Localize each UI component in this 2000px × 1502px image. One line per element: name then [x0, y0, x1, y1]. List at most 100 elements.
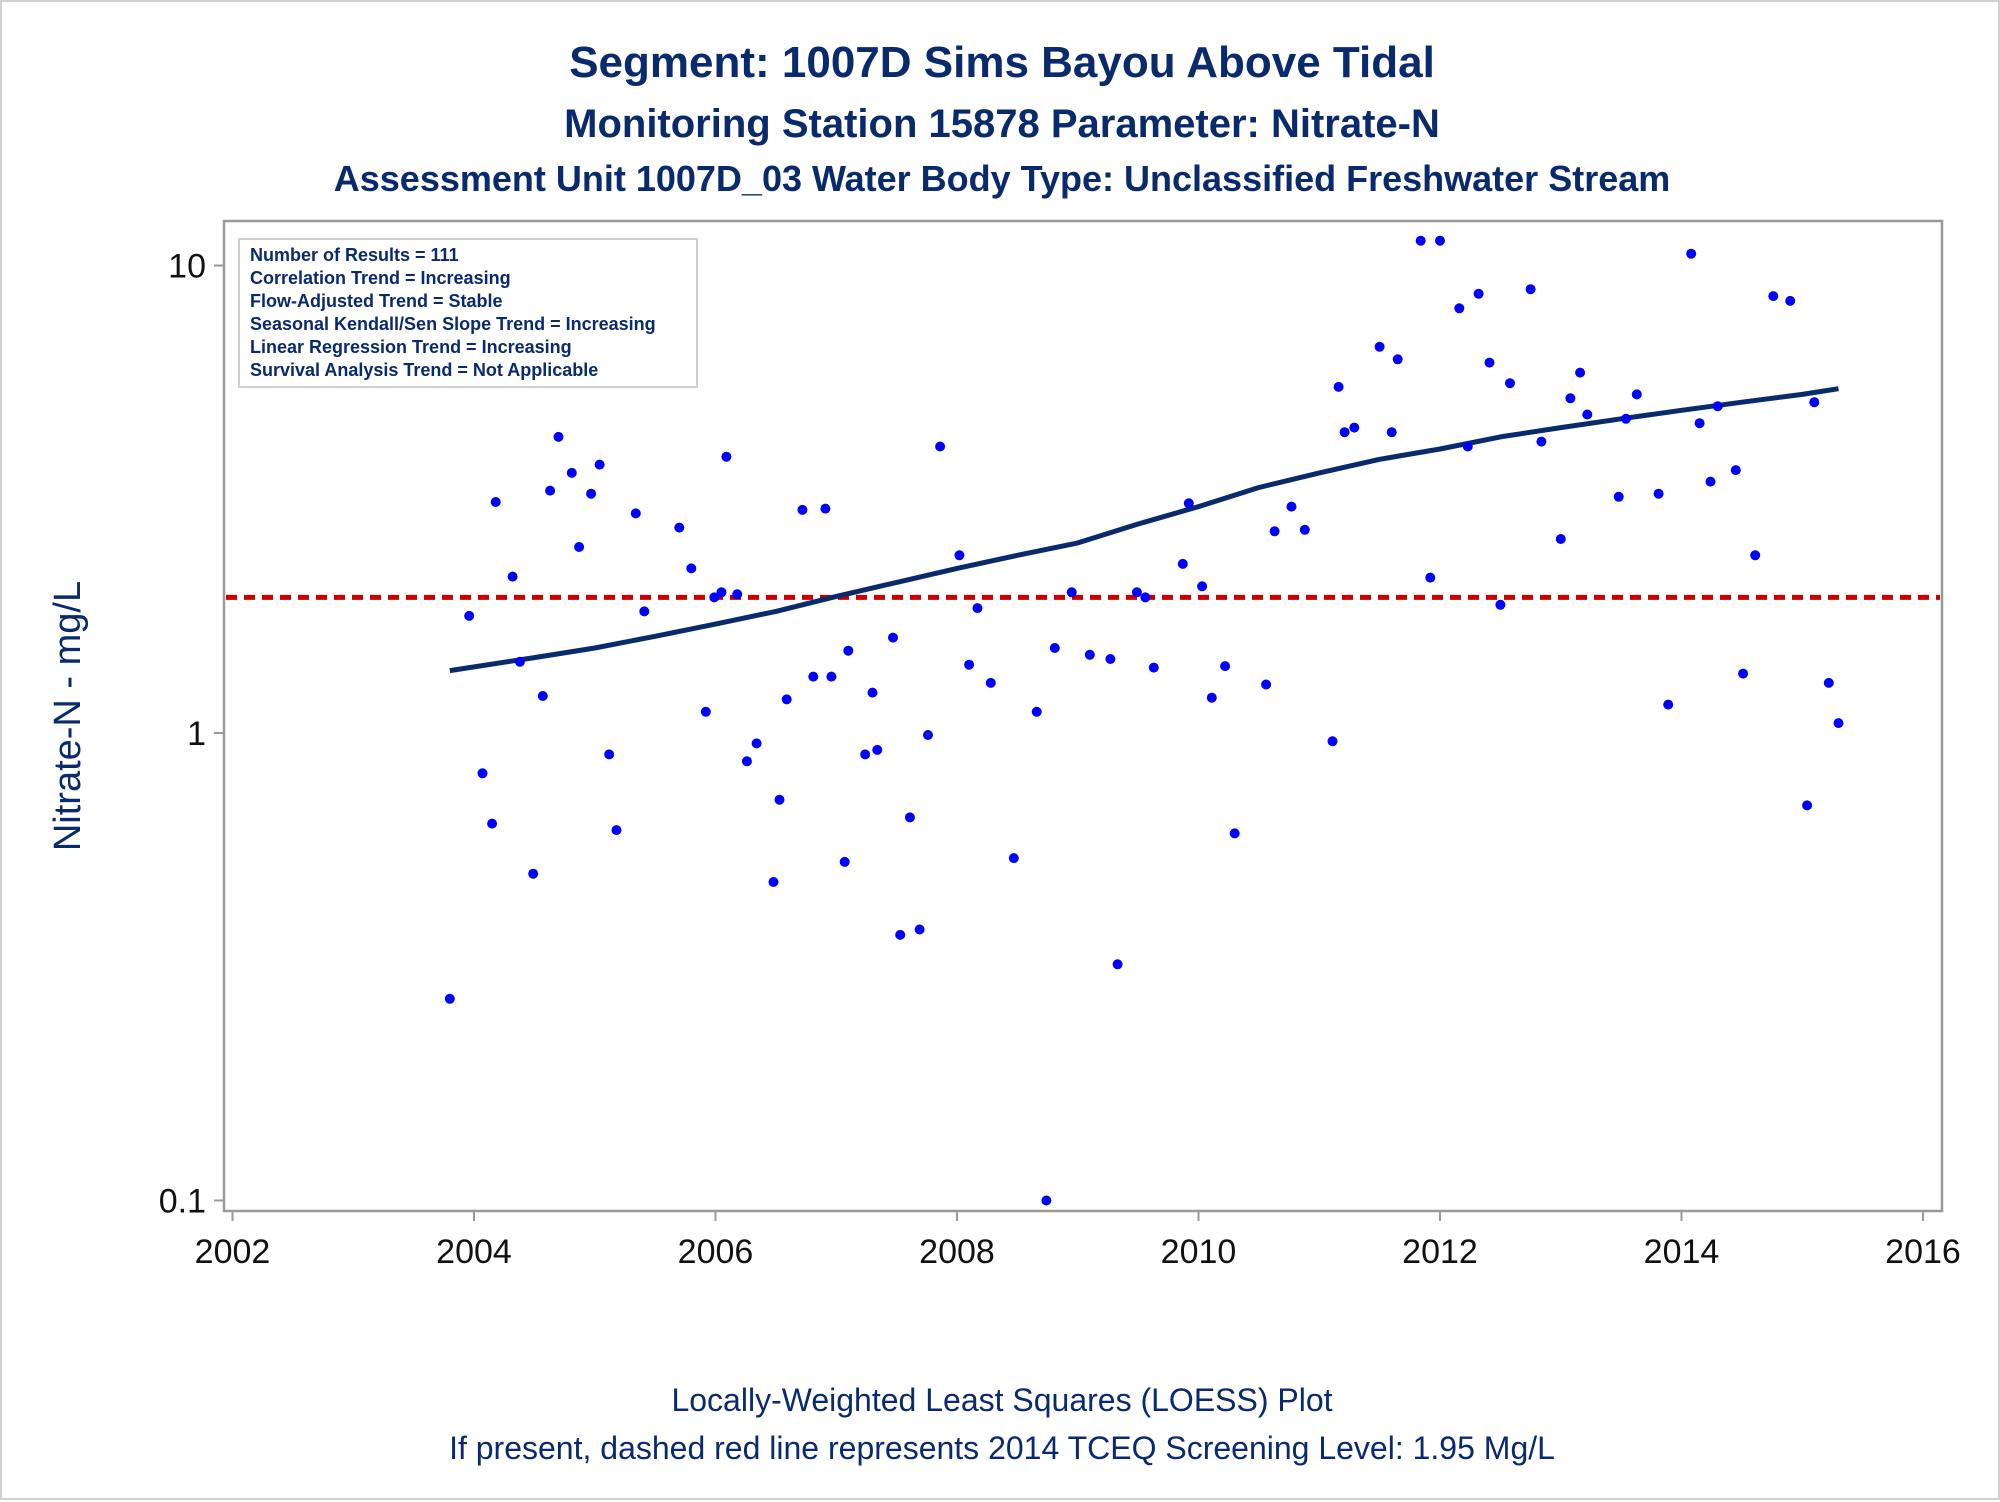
data-point	[1374, 341, 1385, 352]
data-point	[487, 818, 498, 829]
data-point	[1386, 427, 1397, 438]
x-tick-label: 2004	[436, 1233, 512, 1271]
data-point	[895, 929, 906, 940]
data-point	[1802, 800, 1813, 811]
data-point	[604, 749, 615, 760]
stat-correlation-trend: Correlation Trend = Increasing	[250, 268, 511, 288]
data-point	[1495, 599, 1506, 610]
chart-subtitle-assessment: Assessment Unit 1007D_03 Water Body Type…	[333, 158, 1671, 199]
data-point	[820, 503, 831, 514]
data-point	[1575, 367, 1586, 378]
data-point	[860, 749, 871, 760]
data-point	[1333, 381, 1344, 392]
data-point	[1809, 397, 1820, 408]
data-point	[1229, 828, 1240, 839]
data-point	[774, 794, 785, 805]
data-point	[1750, 550, 1761, 561]
data-point	[1454, 303, 1465, 314]
data-point	[1339, 427, 1350, 438]
data-point	[1392, 354, 1403, 365]
data-point	[1663, 699, 1674, 710]
y-tick-label: 0.1	[159, 1183, 206, 1221]
data-point	[1621, 413, 1631, 424]
data-point	[1066, 587, 1077, 598]
data-point	[935, 441, 946, 452]
data-point	[781, 694, 792, 705]
data-point	[1705, 476, 1716, 487]
y-axis-label: Nitrate-N - mg/L	[47, 581, 89, 851]
data-point	[553, 431, 564, 442]
data-point	[741, 756, 752, 767]
data-point	[574, 542, 585, 552]
data-point	[1415, 235, 1426, 246]
data-point	[1286, 501, 1297, 512]
y-tick-label: 1	[187, 715, 206, 753]
x-tick-label: 2008	[919, 1233, 995, 1271]
data-point	[566, 467, 577, 478]
y-tick-label: 10	[168, 248, 206, 286]
data-point	[1041, 1195, 1052, 1206]
data-point	[514, 656, 525, 667]
data-point	[1177, 558, 1188, 569]
x-tick-label: 2012	[1402, 1233, 1478, 1271]
footnote-loess: Locally-Weighted Least Squares (LOESS) P…	[671, 1382, 1333, 1418]
data-point	[923, 730, 933, 740]
data-point	[1197, 581, 1208, 592]
data-point	[686, 563, 697, 574]
data-point	[537, 691, 548, 701]
data-point	[964, 659, 975, 670]
x-tick-label: 2002	[195, 1233, 271, 1271]
trend-stats-box: Number of Results = 111 Correlation Tren…	[238, 238, 698, 388]
plot-area-border	[222, 219, 1944, 1213]
data-point	[1785, 295, 1796, 306]
data-point	[1425, 572, 1436, 583]
data-point	[972, 603, 983, 614]
data-point	[1349, 422, 1360, 433]
data-point	[914, 924, 925, 935]
data-point	[1049, 643, 1060, 653]
data-point	[1768, 291, 1779, 302]
data-point	[1525, 284, 1536, 295]
data-point	[1582, 409, 1593, 420]
data-point	[1008, 853, 1019, 864]
data-point	[490, 497, 501, 507]
data-point	[1105, 654, 1116, 664]
data-point	[1694, 418, 1705, 429]
data-point	[1631, 389, 1642, 400]
stat-linear-regression-trend: Linear Regression Trend = Increasing	[250, 337, 572, 357]
x-tick-label: 2016	[1885, 1233, 1961, 1271]
data-point	[1565, 393, 1576, 404]
x-tick-label: 2010	[1161, 1233, 1237, 1271]
data-point	[1299, 524, 1310, 535]
x-tick-label: 2006	[678, 1233, 754, 1271]
footnote-screening-level: If present, dashed red line represents 2…	[449, 1430, 1555, 1466]
data-point	[1140, 592, 1151, 603]
data-point	[826, 671, 837, 682]
data-point	[594, 459, 605, 470]
data-point	[1613, 491, 1624, 502]
data-point	[1462, 441, 1473, 452]
data-point	[1031, 706, 1042, 717]
data-point	[721, 451, 732, 462]
data-point	[1220, 661, 1231, 672]
data-points	[444, 235, 1844, 1206]
data-point	[954, 550, 965, 561]
data-point	[477, 768, 488, 779]
data-point	[888, 632, 898, 643]
x-tick-label: 2014	[1644, 1233, 1720, 1271]
data-point	[444, 993, 455, 1004]
chart-title: Segment: 1007D Sims Bayou Above Tidal	[569, 38, 1435, 87]
data-point	[751, 738, 762, 749]
data-point	[1536, 436, 1547, 447]
loess-trend-line	[449, 386, 1839, 674]
stat-number-of-results: Number of Results = 111	[250, 245, 459, 265]
data-point	[839, 856, 850, 867]
stat-flow-adjusted-trend: Flow-Adjusted Trend = Stable	[250, 291, 503, 311]
data-point	[507, 571, 518, 582]
data-point	[1261, 679, 1272, 690]
stat-seasonal-kendall-trend: Seasonal Kendall/Sen Slope Trend = Incre…	[250, 314, 656, 334]
data-point	[1555, 534, 1566, 544]
data-point	[1686, 248, 1697, 259]
data-point	[768, 877, 779, 887]
